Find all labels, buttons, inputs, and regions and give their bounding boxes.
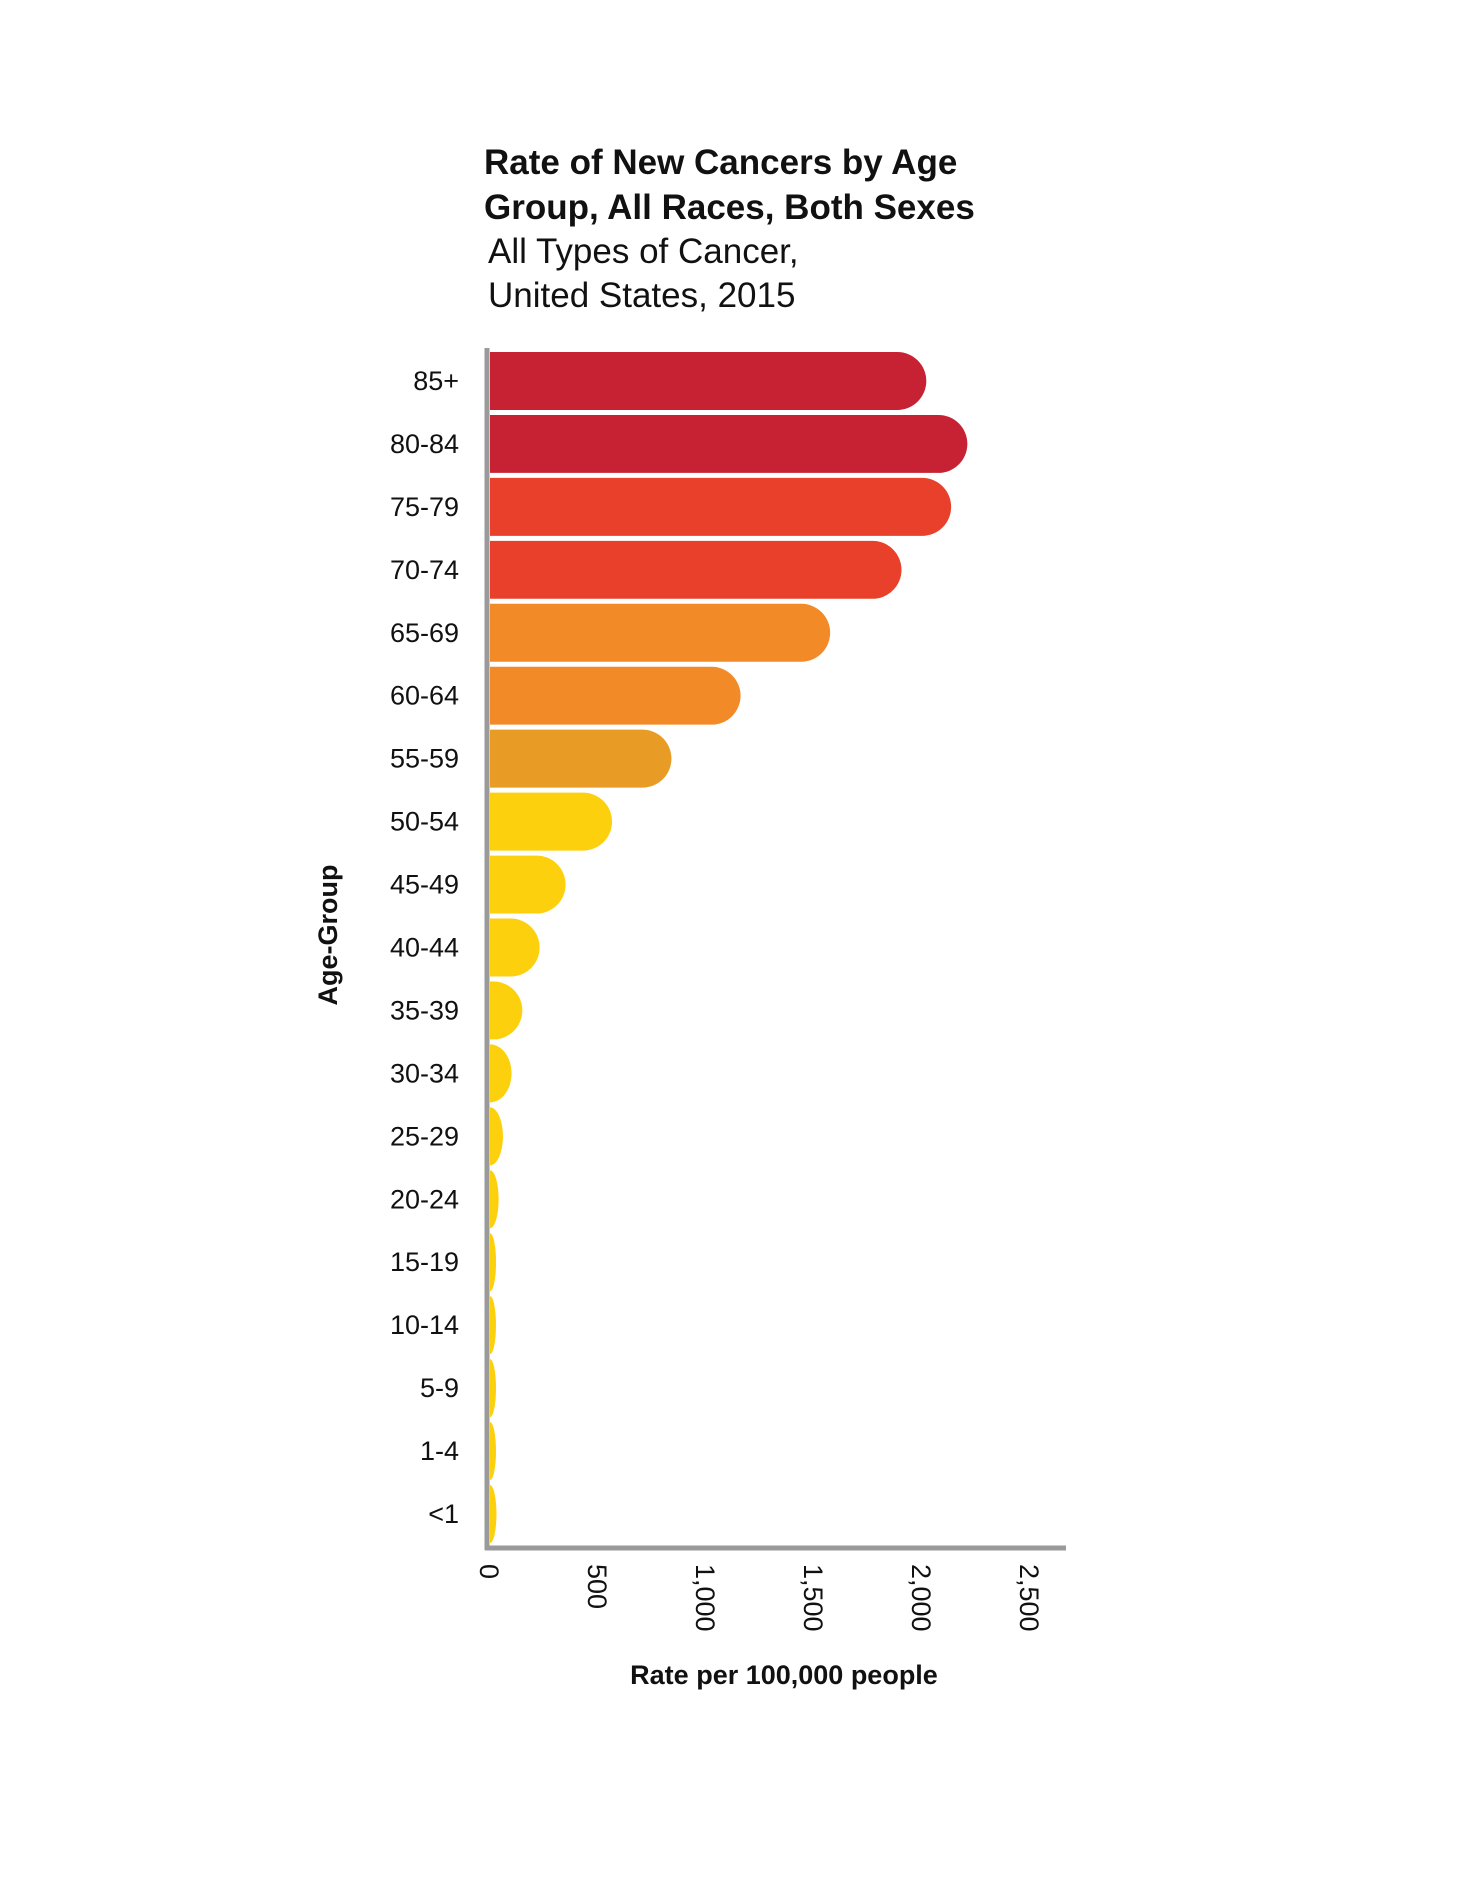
category-label: 40-44 — [390, 933, 459, 963]
bar-75-79 — [490, 477, 952, 536]
bar-30-34 — [490, 1044, 512, 1103]
bar-25-29 — [490, 1107, 503, 1166]
bar-1-4 — [490, 1422, 496, 1481]
x-tick-label: 2,500 — [1014, 1564, 1044, 1632]
x-tick-labels-group: 0 500 1,000 1,500 2,000 2,500 — [474, 1564, 1044, 1632]
category-label: 60-64 — [390, 681, 459, 711]
category-label: 55-59 — [390, 744, 459, 774]
bar-15-19 — [490, 1233, 497, 1292]
category-label: 15-19 — [390, 1247, 459, 1277]
x-tick-label: 1,500 — [798, 1564, 828, 1632]
chart-subtitle-line-1: All Types of Cancer, — [488, 232, 799, 271]
x-tick-label: 500 — [582, 1564, 612, 1609]
bar-40-44 — [490, 918, 540, 977]
y-axis-title: Age-Group — [313, 865, 343, 1006]
category-label: 85+ — [413, 366, 459, 396]
x-axis-title: Rate per 100,000 people — [630, 1660, 938, 1690]
chart-title-block: Rate of New Cancers by Age Group, All Ra… — [484, 140, 975, 318]
bars-group — [490, 352, 968, 1543]
bar-65-69 — [490, 603, 831, 662]
x-tick-label: 1,000 — [690, 1564, 720, 1632]
category-label: 5-9 — [420, 1373, 459, 1403]
bar-10-14 — [490, 1296, 496, 1355]
chart-title-line-1: Rate of New Cancers by Age — [484, 143, 958, 182]
category-label: 50-54 — [390, 807, 459, 837]
bar-55-59 — [490, 729, 672, 788]
category-label: 10-14 — [390, 1310, 459, 1340]
category-label: 30-34 — [390, 1058, 459, 1088]
category-label: 75-79 — [390, 492, 459, 522]
bar-35-39 — [490, 981, 523, 1040]
category-label: 65-69 — [390, 618, 459, 648]
category-label: 1-4 — [420, 1436, 459, 1466]
bar-70-74 — [490, 540, 902, 599]
bar-45-49 — [490, 855, 566, 914]
bar-50-54 — [490, 792, 613, 851]
bar-80-84 — [490, 414, 968, 473]
category-label: 70-74 — [390, 555, 459, 585]
chart-title-line-2: Group, All Races, Both Sexes — [484, 188, 975, 227]
x-tick-label: 2,000 — [906, 1564, 936, 1632]
bar-85+ — [490, 352, 927, 410]
category-label: 45-49 — [390, 870, 459, 900]
bar-<1 — [490, 1485, 497, 1543]
bar-20-24 — [490, 1170, 499, 1229]
category-labels-group: 85+ 80-84 75-79 70-74 65-69 60-64 55-59 50-54 45… — [390, 366, 459, 1529]
category-label: 20-24 — [390, 1184, 459, 1214]
category-label: 80-84 — [390, 429, 459, 459]
category-label: 25-29 — [390, 1121, 459, 1151]
category-label: <1 — [428, 1499, 459, 1529]
bar-60-64 — [490, 666, 741, 725]
chart-subtitle-line-2: United States, 2015 — [488, 276, 796, 315]
bar-5-9 — [490, 1359, 496, 1418]
category-label: 35-39 — [390, 995, 459, 1025]
x-tick-label: 0 — [474, 1564, 504, 1579]
